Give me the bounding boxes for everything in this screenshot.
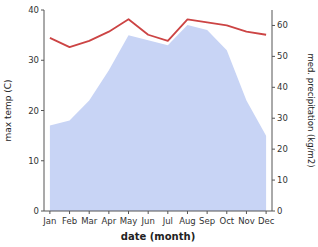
- x-tick-label: Sep: [199, 216, 215, 226]
- y-tick: [41, 160, 44, 161]
- x-tick-label: Mar: [81, 216, 98, 226]
- y2-tick: [272, 211, 275, 212]
- x-tick: [89, 211, 90, 214]
- y2-tick-label: 60: [277, 20, 288, 30]
- x-tick-label: Aug: [179, 216, 196, 226]
- x-tick-label: Nov: [238, 216, 255, 226]
- y2-tick-label: 20: [277, 144, 288, 154]
- chart-svg: Jan Feb Mar AprMayJun Jul AugSep Oct NovDec date…: [0, 0, 318, 247]
- y-axis-label: max temp (C): [3, 79, 13, 141]
- y2-tick: [272, 25, 275, 26]
- y-tick-label: 10: [28, 156, 39, 166]
- y2-tick: [272, 87, 275, 88]
- x-tick-label: Jan: [42, 216, 56, 226]
- y2-tick-label: 40: [277, 82, 288, 92]
- x-tick: [49, 211, 50, 214]
- x-tick: [148, 211, 149, 214]
- y-tick: [41, 60, 44, 61]
- chart-container: Jan Feb Mar AprMayJun Jul AugSep Oct NovDec date…: [0, 0, 318, 247]
- area: [50, 25, 266, 211]
- y-tick-label: 30: [28, 55, 39, 65]
- x-tick-label: May: [120, 216, 138, 226]
- x-tick-label: Dec: [258, 216, 275, 226]
- x-tick: [108, 211, 109, 214]
- y-tick: [41, 211, 44, 212]
- x-tick: [246, 211, 247, 214]
- x-tick-label: Jul: [162, 216, 173, 226]
- x-tick: [226, 211, 227, 214]
- x-tick: [128, 211, 129, 214]
- x-tick-label: Feb: [62, 216, 77, 226]
- plot-area: [50, 19, 266, 211]
- y2-tick: [272, 118, 275, 119]
- y2-tick-label: 0: [277, 206, 282, 216]
- y2-tick: [272, 56, 275, 57]
- y-tick: [41, 110, 44, 111]
- x-tick: [167, 211, 168, 214]
- y2-tick: [272, 149, 275, 150]
- x-tick-label: Jun: [141, 216, 155, 226]
- x-tick: [187, 211, 188, 214]
- x-axis-label: date (month): [121, 231, 195, 242]
- y2-tick-label: 10: [277, 175, 288, 185]
- y-tick-label: 0: [34, 206, 39, 216]
- x-tick-label: Oct: [219, 216, 234, 226]
- x-axis-line: [44, 211, 272, 212]
- y2-tick-label: 50: [277, 51, 288, 61]
- y2-axis-line: [272, 10, 273, 211]
- y2-axis-label: med. precipitation (kg/m2): [306, 53, 316, 167]
- y-tick-label: 20: [28, 106, 39, 116]
- line: [50, 19, 266, 47]
- x-tick: [207, 211, 208, 214]
- y2-tick-label: 30: [277, 113, 288, 123]
- y2-tick: [272, 180, 275, 181]
- y-tick: [41, 10, 44, 11]
- x-tick: [266, 211, 267, 214]
- x-tick-label: Apr: [102, 216, 117, 226]
- x-tick: [69, 211, 70, 214]
- y-tick-label: 40: [28, 5, 39, 15]
